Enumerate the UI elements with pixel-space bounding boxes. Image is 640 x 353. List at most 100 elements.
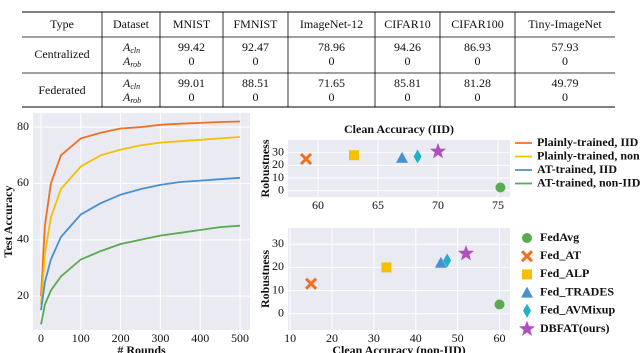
legend-label: Fed_TRADES — [540, 284, 614, 298]
cell: 78.96 — [318, 40, 345, 54]
cell: 99.01 — [178, 76, 205, 90]
x-tick-label: 75 — [492, 198, 504, 212]
metric-symbol: A — [122, 90, 131, 104]
cell: 81.28 — [464, 76, 491, 90]
y-tick-label: 20 — [17, 288, 29, 302]
metric: Acln — [122, 76, 140, 91]
cell: 0 — [562, 54, 568, 68]
table-header: CIFAR10 — [384, 17, 430, 31]
point — [434, 256, 447, 268]
metric: Arob — [122, 90, 141, 105]
cell: 94.26 — [394, 40, 421, 54]
x-tick-label: 65 — [372, 198, 384, 212]
cell: 0 — [329, 90, 335, 104]
metric-sub: rob — [130, 96, 141, 105]
legend-marker — [522, 269, 532, 280]
y-axis-label: Robustness — [258, 139, 272, 197]
line — [40, 120, 241, 297]
x-tick-label: 200 — [112, 331, 130, 345]
table-header: CIFAR100 — [451, 17, 503, 31]
metric-sub: rob — [130, 60, 141, 69]
x-tick-label: 10 — [284, 331, 296, 345]
x-tick-label: 60 — [312, 198, 324, 212]
plot-area — [288, 228, 510, 330]
x-tick-label: 40 — [410, 331, 422, 345]
line — [40, 224, 241, 325]
metric-symbol: A — [122, 40, 131, 54]
legend-label: AT-trained, non-IID — [537, 175, 640, 189]
metric: Arob — [122, 54, 141, 69]
cell: 86.93 — [464, 40, 491, 54]
cell: 49.79 — [552, 76, 579, 90]
point — [349, 150, 359, 161]
table-header: Type — [50, 17, 74, 31]
table-header: MNIST — [173, 17, 211, 31]
x-tick-label: 50 — [452, 331, 464, 345]
legend-marker — [520, 250, 534, 263]
x-tick-label: 0 — [38, 331, 44, 345]
cell: 0 — [475, 90, 481, 104]
y-tick-label: 60 — [17, 175, 29, 189]
cell: 0 — [253, 90, 259, 104]
cell: 88.51 — [242, 76, 269, 90]
point — [494, 299, 505, 310]
plot-area — [288, 140, 510, 197]
point — [381, 262, 392, 273]
table-header: Dataset — [113, 17, 150, 31]
x-tick-label: 30 — [368, 331, 380, 345]
legend-label: Fed_ALP — [540, 266, 589, 280]
x-tick-label: 300 — [151, 331, 169, 345]
y-tick-label: 20 — [272, 157, 284, 171]
metric-sub: cln — [130, 82, 140, 91]
table-header: FMNIST — [233, 17, 278, 31]
legend-label: Plainly-trained, non-IID — [537, 148, 640, 162]
cell: 85.81 — [394, 76, 421, 90]
cell: 0 — [253, 54, 259, 68]
x-tick-label: 70 — [432, 198, 444, 212]
x-tick-label: 100 — [72, 331, 90, 345]
cell: 0 — [329, 54, 335, 68]
legend-marker — [518, 320, 536, 336]
chart-title: Clean Accuracy (IID) — [344, 122, 454, 136]
x-tick-label: 60 — [494, 331, 506, 345]
y-tick-label: 30 — [272, 144, 284, 158]
y-axis-label: Test Accuracy — [1, 186, 15, 258]
legend-label: Fed_AVMixup — [540, 303, 615, 317]
legend-label: AT-trained, IID — [537, 162, 617, 176]
x-axis-label: # Rounds — [117, 343, 166, 353]
cell: 92.47 — [242, 40, 269, 54]
row-type: Centralized — [34, 47, 89, 61]
point — [304, 277, 318, 290]
line — [40, 176, 241, 311]
x-tick-label: 500 — [231, 331, 249, 345]
y-tick-label: 80 — [17, 119, 29, 133]
x-axis-label: Clean Accuracy (non-IID) — [332, 343, 465, 353]
cell: 71.65 — [318, 76, 345, 90]
metric-symbol: A — [122, 54, 131, 68]
cell: 0 — [475, 54, 481, 68]
y-tick-label: 20 — [272, 259, 284, 273]
cell: 57.93 — [552, 40, 579, 54]
table-header: Tiny-ImageNet — [528, 17, 602, 31]
point — [413, 149, 422, 164]
cell: 0 — [405, 54, 411, 68]
y-tick-label: 10 — [272, 170, 284, 184]
y-tick-label: 10 — [272, 282, 284, 296]
metric-sub: cln — [130, 46, 140, 55]
metric: Acln — [122, 40, 140, 55]
legend-marker — [521, 286, 533, 298]
table-header: ImageNet-12 — [300, 17, 363, 31]
point — [299, 152, 313, 166]
row-type: Federated — [38, 83, 85, 97]
point — [495, 182, 506, 193]
legend-label: FedAvg — [540, 230, 579, 244]
legend-label: DBFAT(ours) — [540, 321, 610, 335]
cell: 0 — [189, 90, 195, 104]
point — [429, 142, 447, 159]
y-tick-label: 40 — [17, 232, 29, 246]
x-tick-label: 400 — [191, 331, 209, 345]
x-tick-label: 20 — [326, 331, 338, 345]
metric-symbol: A — [122, 76, 131, 90]
y-tick-label: 0 — [278, 182, 284, 196]
